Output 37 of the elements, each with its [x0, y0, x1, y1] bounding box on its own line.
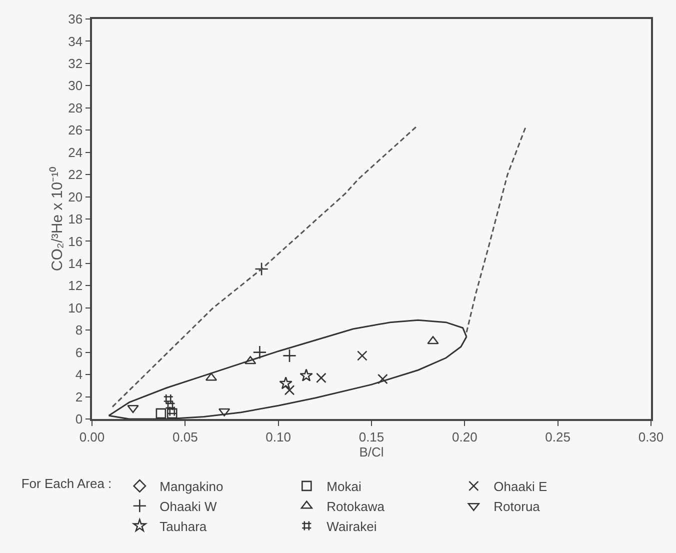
x-tick-label: 0.25 — [545, 429, 570, 444]
y-tick-label: 34 — [68, 34, 83, 49]
legend-label: Mokai — [326, 479, 362, 494]
legend-label: Ohaaki E — [494, 479, 548, 494]
x-tick-label: 0.20 — [452, 429, 478, 444]
legend-label: Wairakei — [326, 518, 377, 534]
legend-title: For Each Area : — [21, 476, 112, 491]
y-tick-label: 18 — [68, 212, 83, 227]
y-tick-label: 28 — [68, 100, 83, 116]
y-tick-label: 22 — [68, 167, 83, 182]
y-tick-label: 8 — [75, 322, 83, 338]
y-axis-title: CO₂/³He x 10⁻¹⁰ — [48, 166, 66, 272]
y-tick-label: 20 — [68, 189, 83, 204]
x-tick-label: 0.30 — [638, 429, 664, 444]
legend-label: Rotokawa — [326, 498, 386, 514]
y-tick-label: 26 — [68, 122, 83, 138]
y-tick-label: 16 — [68, 234, 83, 249]
y-tick-label: 4 — [75, 367, 83, 382]
y-tick-label: 10 — [68, 300, 83, 316]
legend-label: Mangakino — [160, 479, 224, 494]
legend-label: Ohaaki W — [160, 498, 218, 514]
y-tick-label: 2 — [75, 389, 83, 404]
legend-label: Tauhara — [160, 518, 208, 534]
y-tick-label: 14 — [68, 256, 83, 271]
x-axis-title: B/Cl — [359, 444, 384, 460]
y-tick-label: 32 — [68, 56, 83, 71]
y-tick-label: 12 — [68, 278, 83, 294]
y-tick-label: 24 — [68, 144, 83, 160]
y-tick-label: 6 — [75, 344, 83, 360]
x-tick-label: 0.00 — [79, 429, 105, 444]
x-tick-label: 0.10 — [266, 429, 291, 444]
x-tick-label: 0.15 — [358, 429, 384, 444]
legend-label: Rotorua — [494, 498, 541, 514]
x-tick-label: 0.05 — [172, 429, 198, 444]
y-tick-label: 0 — [75, 412, 83, 427]
y-tick-label: 30 — [68, 78, 83, 94]
y-tick-label: 36 — [68, 12, 83, 27]
